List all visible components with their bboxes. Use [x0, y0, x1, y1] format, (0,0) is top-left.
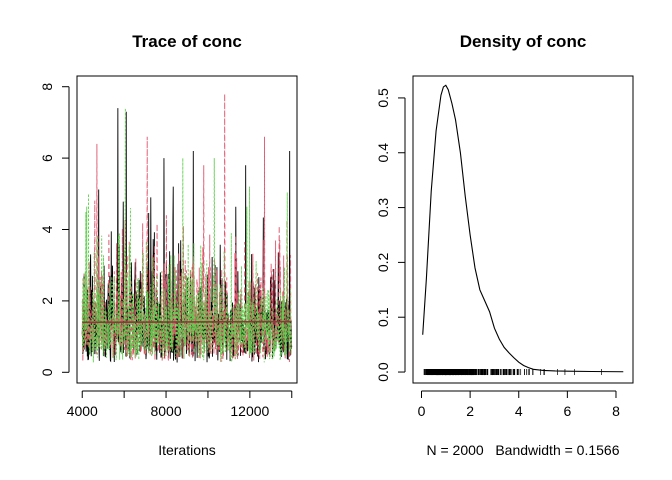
trace-y-tick-label: 6 — [39, 154, 55, 162]
density-x-tick-label: 0 — [418, 403, 426, 419]
density-plot-frame — [412, 75, 634, 384]
density-title: Density of conc — [460, 32, 587, 51]
density-curve — [422, 84, 624, 373]
density-x-tick-label: 8 — [612, 403, 620, 419]
trace-plot-area — [81, 93, 293, 363]
density-y-tick-label: 0.1 — [375, 307, 391, 327]
density-x-tick-label: 6 — [563, 403, 571, 419]
density-rug — [423, 369, 602, 376]
density-y-tick-label: 0.2 — [375, 252, 391, 272]
trace-y-tick-label: 8 — [39, 83, 55, 91]
trace-panel: Trace of conc 4000 8000 12000 0 2 4 6 8 Iterat… — [39, 32, 298, 458]
density-panel: Density of conc 0 2 4 6 8 0.0 0.1 0.2 0.3 0.4 0.5… — [375, 32, 634, 458]
trace-x-label: Iterations — [158, 442, 216, 458]
density-y-tick-label: 0.5 — [375, 88, 391, 108]
trace-series-3 — [81, 108, 293, 363]
trace-y-tick-label: 2 — [39, 297, 55, 305]
density-y-axis: 0.0 0.1 0.2 0.3 0.4 0.5 — [375, 88, 406, 382]
trace-running-mean — [82, 320, 292, 324]
trace-title: Trace of conc — [132, 32, 242, 51]
trace-x-tick-label: 8000 — [150, 403, 181, 419]
density-plot-area — [422, 84, 624, 376]
density-y-tick-label: 0.0 — [375, 362, 391, 382]
trace-plot-frame — [76, 75, 298, 384]
density-x-tick-label: 2 — [466, 403, 474, 419]
trace-x-axis: 4000 8000 12000 — [67, 390, 293, 419]
trace-y-tick-label: 0 — [39, 368, 55, 376]
density-x-axis: 0 2 4 6 8 — [418, 390, 620, 419]
density-x-tick-label: 4 — [515, 403, 523, 419]
trace-y-axis: 0 2 4 6 8 — [39, 83, 70, 376]
trace-x-tick-label: 4000 — [67, 403, 98, 419]
density-x-label: N = 2000 Bandwidth = 0.1566 — [426, 442, 619, 458]
trace-y-tick-label: 4 — [39, 225, 55, 233]
density-y-tick-label: 0.3 — [375, 198, 391, 218]
trace-x-tick-label: 12000 — [230, 403, 269, 419]
density-y-tick-label: 0.4 — [375, 143, 391, 163]
